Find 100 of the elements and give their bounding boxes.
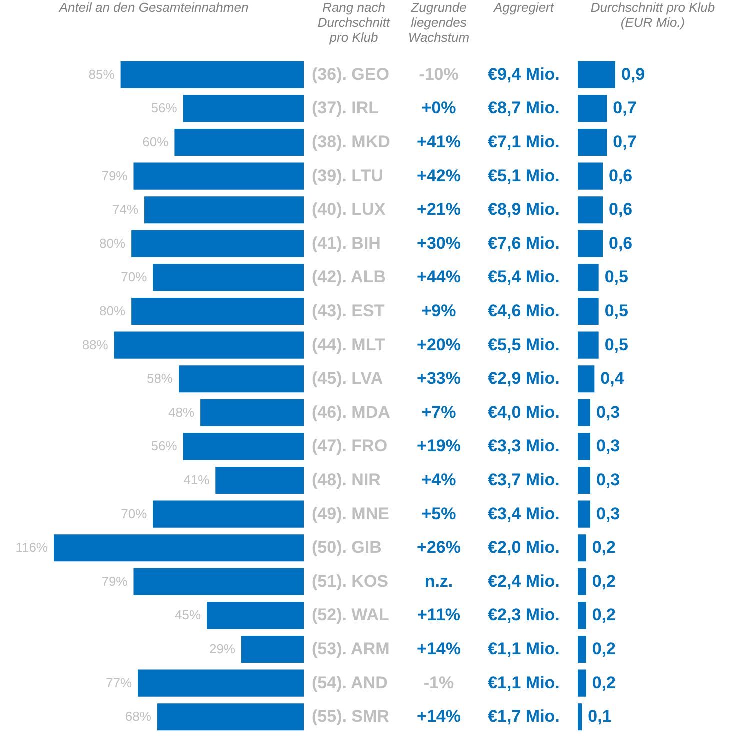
text: +0% [422, 98, 456, 118]
text: +5% [422, 504, 456, 524]
text: €5,1 Mio. [488, 166, 560, 186]
data-label: 70% [121, 506, 148, 522]
text: +44% [417, 268, 461, 287]
data-label: 56% [151, 438, 178, 454]
text: €2,4 Mio. [488, 572, 560, 591]
bar [578, 366, 595, 393]
text: €2,9 Mio. [488, 369, 560, 388]
text: -10% [419, 64, 459, 84]
bar [578, 500, 590, 528]
data-label: 77% [106, 675, 132, 690]
text: €3,3 Mio. [488, 436, 560, 456]
text: Aggregiert [493, 0, 556, 15]
data-label: 0,1 [588, 707, 612, 726]
bar [134, 568, 304, 596]
bar [578, 466, 590, 494]
data-label: 0,9 [622, 64, 646, 84]
bar [578, 568, 586, 596]
y-tick-label: (51). KOS [312, 572, 389, 591]
bar [578, 534, 586, 562]
data-label: 0,2 [592, 640, 616, 658]
bar [578, 602, 586, 630]
bar [578, 196, 603, 224]
text: €5,4 Mio. [488, 268, 560, 287]
bar [578, 95, 608, 122]
bar [578, 162, 603, 190]
bar [578, 230, 603, 258]
text: +14% [417, 707, 461, 726]
text: €5,5 Mio. [488, 335, 560, 354]
data-label: 0,5 [604, 268, 628, 287]
bar [183, 433, 304, 460]
text: Durchschnitt pro Klub (EUR Mio.) [590, 0, 716, 30]
data-label: 80% [100, 304, 126, 318]
bar [134, 162, 304, 190]
y-tick-label: (49). MNE [312, 504, 390, 524]
text: €7,6 Mio. [488, 234, 560, 253]
y-tick-label: (45). LVA [312, 369, 384, 388]
text: +9% [422, 302, 456, 320]
text: €8,9 Mio. [488, 200, 560, 220]
chart-title: Anteil an den Gesamteinnahmen [58, 0, 249, 15]
text: +7% [422, 402, 456, 422]
text: +33% [417, 369, 461, 388]
text: €4,6 Mio. [488, 302, 560, 320]
data-label: 0,6 [609, 200, 633, 220]
bar [578, 670, 586, 697]
bar [114, 332, 304, 359]
text: Zugrunde liegendes Wachstum [408, 0, 470, 45]
data-label: 60% [142, 134, 170, 150]
data-label: 45% [174, 608, 202, 623]
bar [183, 95, 304, 122]
y-tick-label: (52). WAL [312, 606, 390, 625]
data-label: 0,6 [609, 166, 633, 186]
bar [578, 264, 599, 292]
y-tick-label: (55). SMR [312, 707, 390, 726]
bar [242, 636, 304, 664]
bar [153, 264, 304, 292]
data-label: 29% [209, 642, 236, 656]
data-label: 88% [82, 337, 109, 352]
y-tick-label: (38). MKD [312, 132, 390, 152]
bar [578, 433, 590, 460]
text: +30% [417, 234, 461, 253]
text: +20% [417, 335, 461, 354]
bar [54, 534, 304, 562]
y-tick-label: (43). EST [312, 302, 386, 320]
y-tick-label: (46). MDA [312, 402, 390, 422]
text: €4,0 Mio. [488, 402, 560, 422]
y-tick-label: (53). ARM [312, 640, 390, 658]
bar [200, 399, 304, 426]
data-label: 79% [102, 168, 128, 184]
bar [216, 466, 304, 494]
data-label: 116% [16, 540, 48, 556]
data-label: 0,5 [604, 335, 628, 354]
bar [578, 298, 599, 326]
data-label: 0,3 [596, 504, 620, 524]
text: +26% [417, 538, 461, 558]
y-tick-label: (40). LUX [312, 200, 386, 220]
bar [157, 704, 304, 731]
y-tick-label: (41). BIH [312, 234, 381, 253]
data-label: 0,3 [596, 436, 620, 456]
data-label: 0,7 [613, 132, 637, 152]
text: +11% [417, 606, 461, 625]
data-label: 68% [125, 709, 152, 724]
text: +21% [417, 200, 461, 220]
text: €8,7 Mio. [488, 98, 560, 118]
text: €2,3 Mio. [488, 606, 560, 625]
data-label: 0,3 [596, 470, 620, 490]
y-axis-title: Rang nach Durchschnitt pro Klub [318, 0, 392, 45]
data-label: 79% [102, 574, 128, 589]
y-tick-label: (39). LTU [312, 166, 384, 186]
bar [132, 298, 304, 326]
data-label: 0,3 [596, 402, 620, 422]
bar [578, 399, 590, 426]
y-tick-label: (44). MLT [312, 335, 386, 354]
text: -1% [424, 673, 454, 692]
bar [578, 636, 586, 664]
y-tick-label: (50). GIB [312, 538, 382, 558]
text: €3,7 Mio. [488, 470, 560, 490]
text: €1,7 Mio. [488, 707, 560, 726]
y-tick-label: (47). FRO [312, 436, 388, 456]
